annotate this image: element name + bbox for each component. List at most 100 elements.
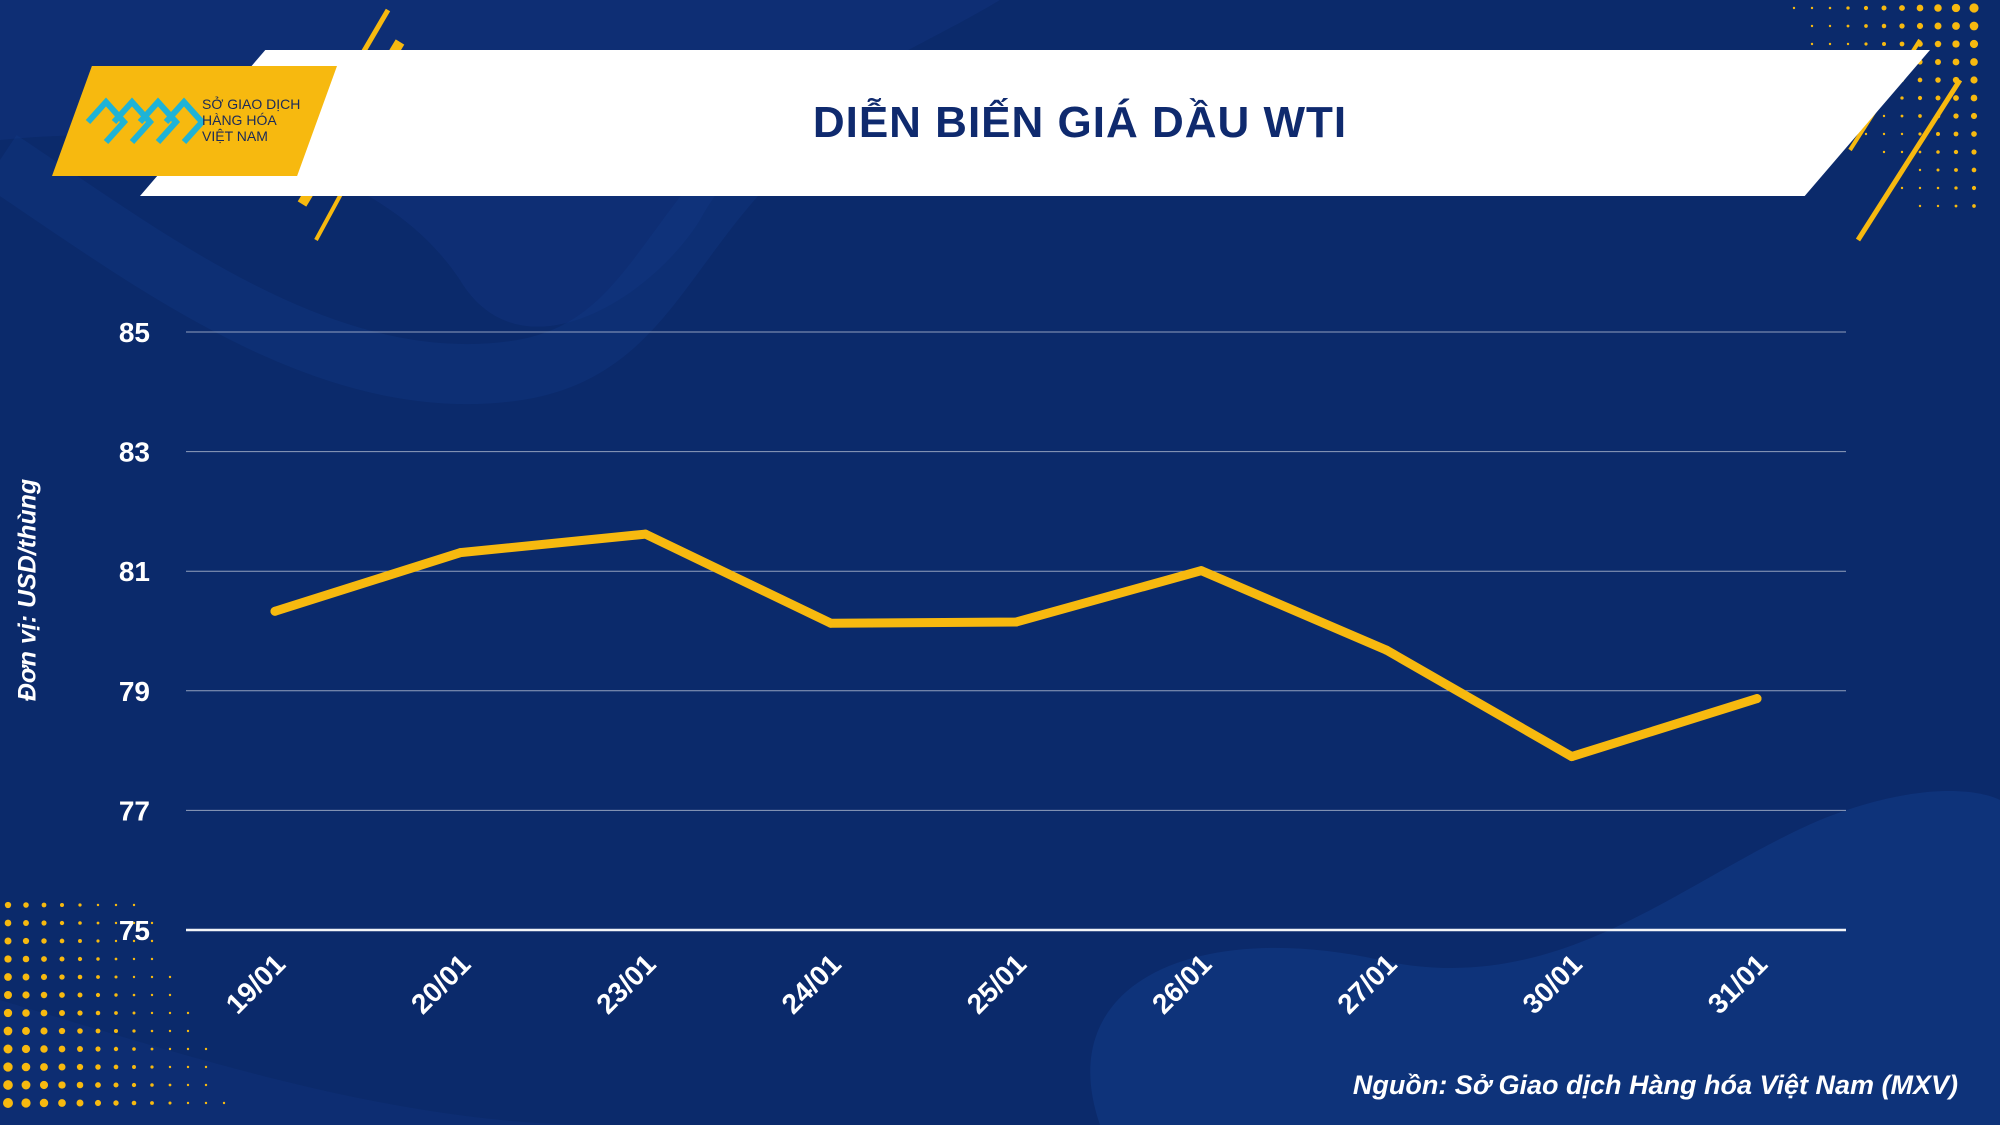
decor-dot [1828,42,1832,46]
decor-dot [1881,23,1887,29]
decor-dot [1882,132,1886,136]
decor-dot [113,1100,119,1106]
decor-dot [39,1080,49,1090]
decor-dot [59,992,65,998]
x-axis-ticks: 19/01 20/01 23/01 24/01 25/01 26/01 27/01 30/01… [220,948,1773,1019]
decor-dot [168,993,172,997]
decor-dot [58,1099,66,1107]
decor-dot [1846,42,1850,46]
decor-dot [40,991,48,999]
y-axis-ticks: 75 77 79 81 83 85 [119,317,150,946]
decor-dot [1828,6,1832,10]
decor-dot [1953,149,1959,155]
decor-dot [1936,150,1940,154]
decor-dot [1935,95,1941,101]
decor-dot [1954,186,1958,190]
decor-dot [113,1046,119,1052]
decor-dot [1810,6,1814,10]
decor-dot [1952,22,1960,30]
decor-dot [3,1098,13,1108]
decor-dot [186,1011,190,1015]
decor-dot [21,1080,31,1090]
decor-dot [78,939,82,943]
decor-dot [114,939,118,943]
decor-dot [150,1011,154,1015]
decor-dot [3,1062,13,1072]
decor-dot [114,957,118,961]
decor-dot [23,920,29,926]
decor-dot [1792,6,1796,10]
decor-dot [39,1098,49,1108]
decor-dot [96,921,100,925]
decor-dot [1917,95,1923,101]
decor-dot [132,993,136,997]
decor-dot [3,1080,13,1090]
decor-dot [59,938,65,944]
decor-dot [132,921,136,925]
decor-dot [1936,132,1940,136]
decor-dot [1864,132,1868,136]
decor-dot [95,1046,101,1052]
decor-dot [59,956,65,962]
decor-dot [76,1063,84,1071]
decor-dot [1900,150,1904,154]
source-note: Nguồn: Sở Giao dịch Hàng hóa Việt Nam (M… [1352,1070,1958,1100]
decor-dot [186,1083,190,1087]
decor-dot [4,937,12,945]
decor-dot [1969,39,1979,49]
x-tick-label: 25/01 [961,948,1032,1019]
decor-dot [1970,58,1978,66]
decor-dot [4,919,12,927]
logo: SỞ GIAO DỊCH HÀNG HÓA VIỆT NAM [52,66,337,176]
series-wti [270,529,1762,762]
decor-dot [4,955,12,963]
decor-dot [1954,204,1958,208]
decor-dot [59,902,65,908]
decor-dot [150,975,154,979]
logo-line-2: HÀNG HÓA [202,112,277,128]
decor-dot [23,902,29,908]
logo-line-1: SỞ GIAO DỊCH [202,96,301,112]
decor-dot [21,1044,31,1054]
decor-dot [168,1101,172,1105]
decor-dot [114,975,118,979]
decor-dot [204,1101,208,1105]
decor-dot [1918,150,1922,154]
decor-dot [22,1027,30,1035]
decor-dot [1953,95,1959,101]
decor-dot [1899,5,1905,11]
decor-dot [1899,23,1905,29]
decor-dot [77,1010,83,1016]
decor-dot [40,973,48,981]
decor-dot [132,957,136,961]
data-point [641,529,650,539]
decor-dot [1935,59,1941,65]
decor-dot [204,1083,208,1087]
decor-dot [186,1065,190,1069]
decor-dot [168,1047,172,1051]
decor-dot [1953,131,1959,137]
decor-dot [1918,186,1922,190]
decor-dot [58,1009,66,1017]
decor-dot [21,1062,31,1072]
decor-dot [95,1082,101,1088]
decor-dot [1953,113,1959,119]
decor-dot [132,1029,136,1033]
decor-dot [22,937,30,945]
decor-dot [1917,77,1923,83]
decor-dot [1900,132,1904,136]
decor-dot [58,1027,66,1035]
decor-dot [77,974,83,980]
decor-dot [114,903,118,907]
x-tick-label: 27/01 [1331,948,1402,1019]
decor-dot [41,902,47,908]
decor-dot [1971,167,1977,173]
decor-dot [1918,114,1922,118]
decor-dot [1916,22,1924,30]
decor-dot [77,1046,83,1052]
decor-dot [22,955,30,963]
decor-dot [132,1047,136,1051]
decor-dot [77,1028,83,1034]
decor-dot [113,1028,119,1034]
decor-dot [78,921,82,925]
